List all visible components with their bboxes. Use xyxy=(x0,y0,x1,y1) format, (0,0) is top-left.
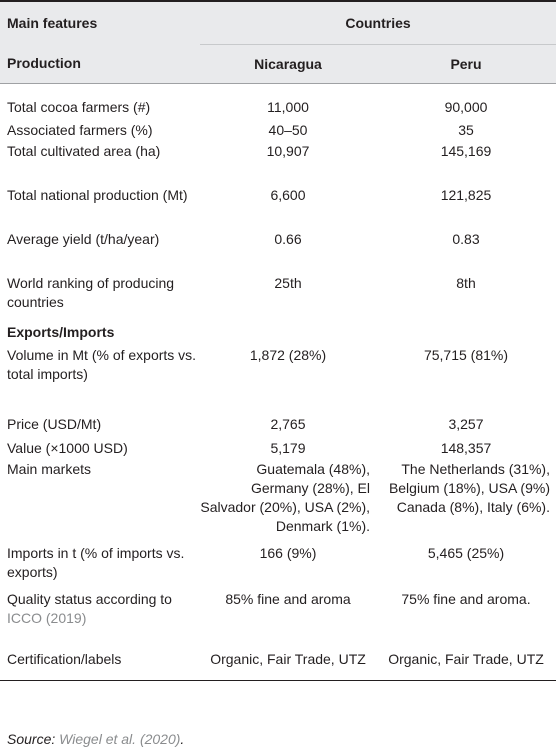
row-label: Total national production (Mt) xyxy=(7,187,188,203)
table-row: Price (USD/Mt) 2,765 3,257 xyxy=(0,412,556,436)
source-prefix: Source: xyxy=(7,731,60,747)
row-label: Total cocoa farmers (#) xyxy=(7,98,151,115)
peru-value: 121,825 xyxy=(440,187,492,203)
nicaragua-value: Guatemala (48%), Germany (28%), El Salva… xyxy=(200,461,370,534)
nicaragua-value: 5,179 xyxy=(270,439,306,456)
row-label: Imports in t (% of imports vs. exports) xyxy=(7,545,185,580)
peru-value: 75,715 (81%) xyxy=(423,347,509,363)
row-label: Main markets xyxy=(7,461,92,477)
nicaragua-value: 6,600 xyxy=(270,187,306,203)
main-features-header: Main features xyxy=(0,0,200,45)
nicaragua-value: 85% fine and aroma xyxy=(225,591,351,607)
row-label: World ranking of producing countries xyxy=(7,275,175,310)
row-label: Quality status according to ICCO (2019) xyxy=(0,590,200,650)
peru-value: Organic, Fair Trade, UTZ xyxy=(376,650,556,681)
source-citation-link[interactable]: Wiegel et al. (2020) xyxy=(59,731,181,747)
peru-value: 75% fine and aroma. xyxy=(401,591,531,607)
peru-header: Peru xyxy=(376,44,556,84)
peru-value: 148,357 xyxy=(440,439,492,456)
section-row: Exports/Imports xyxy=(0,318,556,346)
table-row: Total cocoa farmers (#) 11,000 90,000 xyxy=(0,96,556,118)
table-row: Imports in t (% of imports vs. exports) … xyxy=(0,544,556,590)
nicaragua-value: 2,765 xyxy=(270,415,306,432)
peru-value: 35 xyxy=(458,121,474,138)
table-row: Main markets Guatemala (48%), Germany (2… xyxy=(0,460,556,544)
source-note: Source: Wiegel et al. (2020). xyxy=(7,731,184,747)
row-label: Certification/labels xyxy=(0,650,200,681)
peru-value: 3,257 xyxy=(448,415,484,432)
peru-value: 145,169 xyxy=(440,143,492,159)
peru-value: 5,465 (25%) xyxy=(427,545,505,561)
nicaragua-value: 40–50 xyxy=(268,121,308,138)
table-row: Associated farmers (%) 40–50 35 xyxy=(0,118,556,142)
table-row: Certification/labels Organic, Fair Trade… xyxy=(0,650,556,681)
nicaragua-header: Nicaragua xyxy=(200,44,376,84)
peru-value: 8th xyxy=(456,275,476,291)
table-row: Total cultivated area (ha) 10,907 145,16… xyxy=(0,142,556,186)
row-label: Volume in Mt (% of exports vs. total imp… xyxy=(7,347,197,382)
quality-label-prefix: Quality status according to xyxy=(7,591,172,607)
row-label: Price (USD/Mt) xyxy=(7,415,102,432)
table-row: Total national production (Mt) 6,600 121… xyxy=(0,186,556,230)
exports-imports-heading: Exports/Imports xyxy=(7,323,115,340)
nicaragua-value: 25th xyxy=(274,275,302,291)
row-label: Associated farmers (%) xyxy=(7,121,153,138)
row-label: Average yield (t/ha/year) xyxy=(7,231,160,247)
row-label: Total cultivated area (ha) xyxy=(7,143,161,159)
countries-header: Countries xyxy=(200,0,556,45)
spacer-row xyxy=(0,84,556,97)
nicaragua-value: 0.66 xyxy=(274,231,302,247)
table-row: Quality status according to ICCO (2019) … xyxy=(0,590,556,650)
table-row: Value (×1000 USD) 5,179 148,357 xyxy=(0,436,556,460)
nicaragua-value: 1,872 (28%) xyxy=(249,347,327,363)
production-header: Production xyxy=(0,44,200,84)
nicaragua-value: Organic, Fair Trade, UTZ xyxy=(200,650,376,681)
table-row: Volume in Mt (% of exports vs. total imp… xyxy=(0,346,556,412)
nicaragua-value: 11,000 xyxy=(267,98,309,115)
row-label: Value (×1000 USD) xyxy=(7,439,128,456)
cocoa-comparison-table: Main features Countries Production Nicar… xyxy=(0,0,556,681)
peru-value: The Netherlands (31%), Belgium (18%), US… xyxy=(388,461,550,515)
nicaragua-value: 166 (9%) xyxy=(259,545,317,561)
table-row: Average yield (t/ha/year) 0.66 0.83 xyxy=(0,230,556,274)
icco-citation-link[interactable]: ICCO (2019) xyxy=(7,610,87,626)
peru-value: 90,000 xyxy=(444,98,488,115)
nicaragua-value: 10,907 xyxy=(266,143,310,159)
source-suffix: . xyxy=(180,731,185,747)
peru-value: 0.83 xyxy=(452,231,480,247)
table-row: World ranking of producing countries 25t… xyxy=(0,274,556,318)
